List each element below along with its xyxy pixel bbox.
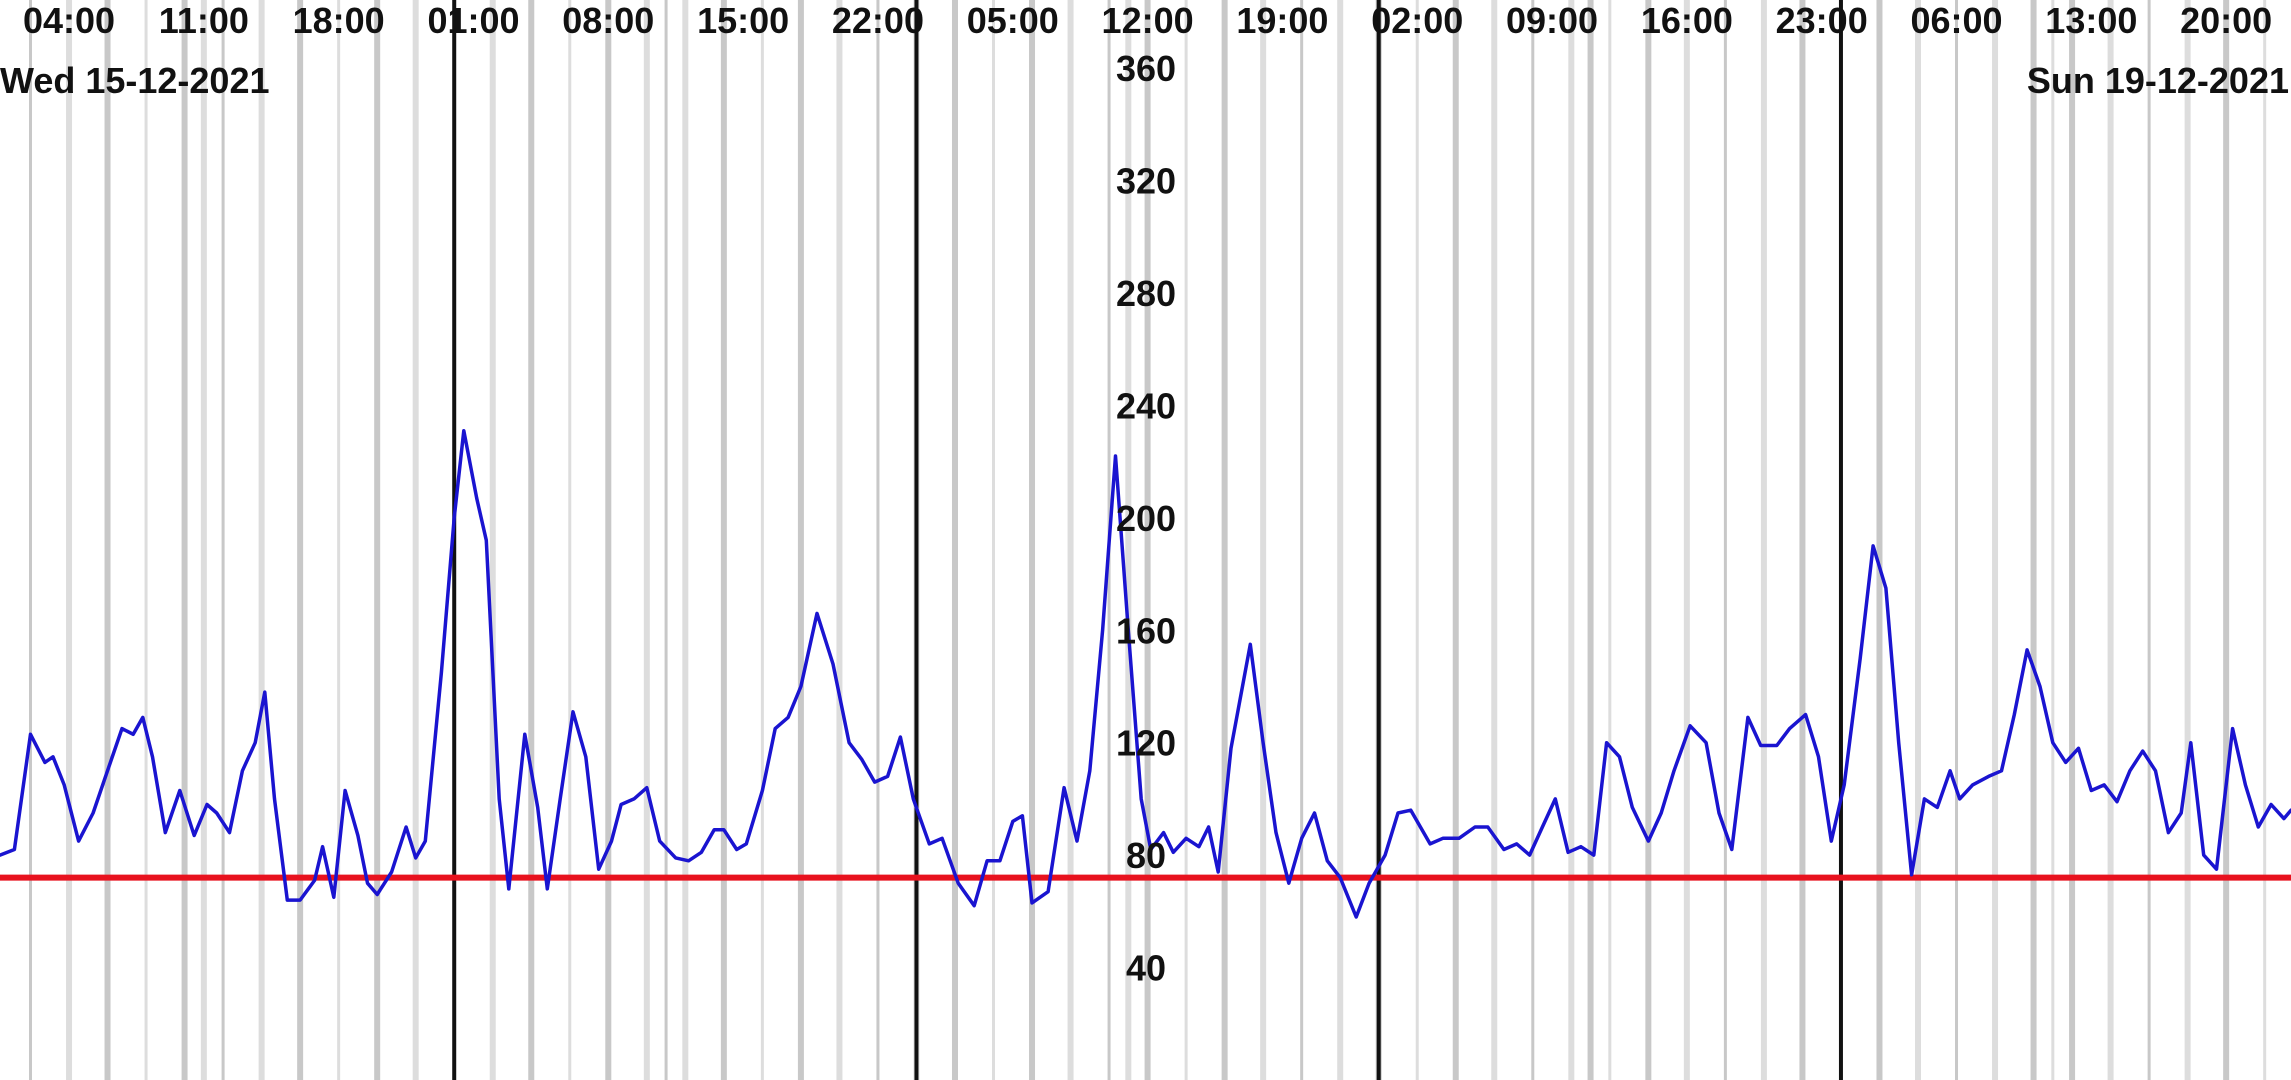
start-date-label: Wed 15-12-2021 xyxy=(0,60,270,101)
x-tick-label: 23:00 xyxy=(1776,0,1868,41)
y-tick-label: 280 xyxy=(1116,273,1176,314)
x-tick-label: 19:00 xyxy=(1236,0,1328,41)
x-tick-label: 06:00 xyxy=(1910,0,2002,41)
x-tick-labels: 04:00 11:00 18:00 01:00 08:00 15:00 22:00 05:00… xyxy=(23,0,2272,41)
x-tick-label: 02:00 xyxy=(1371,0,1463,41)
y-tick-label: 160 xyxy=(1116,610,1176,651)
series-line xyxy=(0,428,2291,919)
y-tick-labels: 40 80 120 160 200 240 280 320 360 xyxy=(1116,48,1176,988)
x-tick-label: 05:00 xyxy=(967,0,1059,41)
x-tick-label: 20:00 xyxy=(2180,0,2272,41)
x-tick-label: 04:00 xyxy=(23,0,115,41)
x-tick-label: 15:00 xyxy=(697,0,789,41)
y-tick-label: 360 xyxy=(1116,48,1176,89)
y-tick-label: 40 xyxy=(1126,948,1166,989)
x-tick-label: 11:00 xyxy=(159,0,249,41)
x-tick-label: 08:00 xyxy=(562,0,654,41)
x-tick-label: 09:00 xyxy=(1506,0,1598,41)
vertical-grid xyxy=(28,0,2267,1080)
x-tick-label: 12:00 xyxy=(1102,0,1194,41)
y-tick-label: 80 xyxy=(1126,835,1166,876)
x-tick-label: 16:00 xyxy=(1641,0,1733,41)
y-tick-label: 200 xyxy=(1116,498,1176,539)
end-date-label: Sun 19-12-2021 xyxy=(2027,60,2289,101)
y-tick-label: 240 xyxy=(1116,385,1176,426)
y-tick-label: 120 xyxy=(1116,723,1176,764)
x-tick-label: 13:00 xyxy=(2045,0,2137,41)
x-tick-label: 22:00 xyxy=(832,0,924,41)
day-boundary-lines xyxy=(452,0,1843,1080)
x-tick-label: 01:00 xyxy=(427,0,519,41)
y-tick-label: 320 xyxy=(1116,161,1176,202)
x-tick-label: 18:00 xyxy=(293,0,385,41)
